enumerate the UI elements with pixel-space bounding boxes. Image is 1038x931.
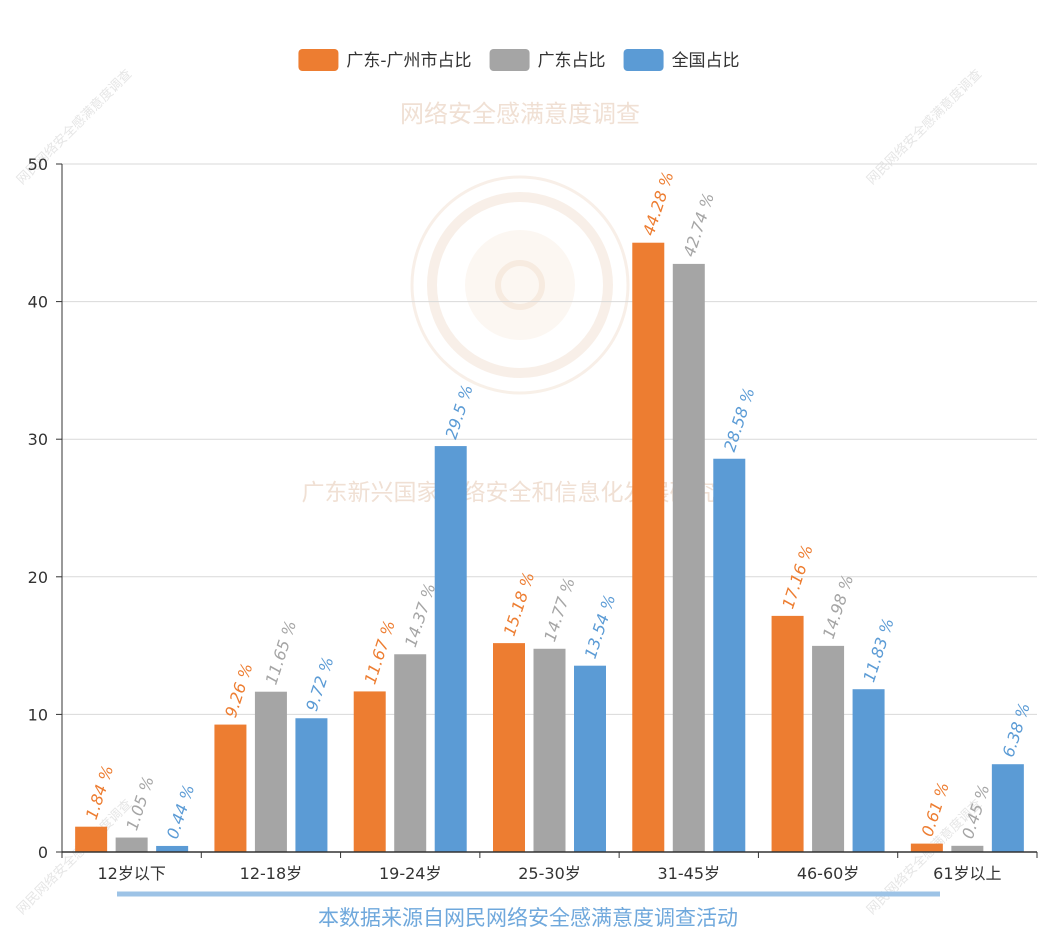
x-tick-label: 25-30岁: [518, 864, 581, 883]
legend-item[interactable]: 全国占比: [623, 49, 740, 71]
x-tick-label: 61岁以上: [933, 864, 1001, 883]
data-label: 6.38 %: [999, 700, 1034, 759]
bars-layer: [75, 242, 1024, 853]
bar: [75, 826, 108, 852]
legend-item[interactable]: 广东占比: [489, 49, 606, 71]
bar: [115, 837, 148, 852]
bar: [254, 691, 287, 852]
legend-swatch: [623, 49, 664, 71]
legend-swatch: [489, 49, 530, 71]
watermark-title: 网络安全感满意度调查: [400, 100, 640, 128]
data-label: 42.74 %: [680, 190, 718, 259]
x-tick-label: 46-60岁: [797, 864, 860, 883]
y-axis: 0 10 20 30 40 50: [28, 155, 63, 862]
bar: [156, 845, 189, 852]
y-tick-label: 0: [38, 843, 48, 862]
x-axis: 12岁以下 12-18岁 19-24岁 25-30岁 31-45岁 46-60岁 61岁以上: [61, 851, 1038, 883]
legend-swatch: [298, 49, 339, 71]
bar: [214, 724, 247, 852]
data-label: 44.28 %: [639, 169, 677, 238]
bar: [771, 615, 804, 852]
x-tick-label: 12岁以下: [97, 864, 165, 883]
footer-source-text: 本数据来源自网民网络安全感满意度调查活动: [318, 906, 738, 930]
legend: 广东-广州市占比 广东占比 全国占比: [298, 49, 740, 71]
x-tick-label: 12-18岁: [240, 864, 303, 883]
bar: [910, 843, 943, 852]
data-label: 11.65 %: [262, 618, 300, 687]
legend-label: 广东占比: [538, 51, 606, 71]
data-label: 13.54 %: [581, 592, 619, 661]
data-label: 15.18 %: [500, 570, 538, 639]
footer: 本数据来源自网民网络安全感满意度调查活动: [117, 891, 940, 930]
y-tick-label: 20: [28, 568, 48, 587]
y-tick-label: 30: [28, 430, 48, 449]
data-label: 14.37 %: [401, 581, 439, 650]
bar: [295, 718, 328, 852]
watermark-seal: [410, 175, 630, 395]
bar: [493, 643, 525, 852]
corner-watermark-bottom-left: 网民网络安全感满意度调查: [14, 796, 136, 918]
data-label: 0.44 %: [163, 782, 198, 841]
bar: [951, 845, 984, 852]
legend-label: 全国占比: [672, 51, 740, 71]
y-tick-label: 10: [28, 705, 48, 724]
bar: [353, 691, 386, 852]
data-label: 9.26 %: [221, 661, 256, 720]
bar: [852, 689, 885, 852]
bar: [632, 242, 665, 852]
bar: [574, 665, 606, 852]
bar: [533, 648, 566, 852]
data-label: 11.67 %: [360, 618, 398, 687]
bar: [812, 645, 845, 852]
bar: [394, 654, 427, 852]
data-label: 14.98 %: [819, 572, 857, 641]
data-label: 11.83 %: [859, 616, 897, 685]
bar: [713, 458, 746, 852]
x-tick-label: 19-24岁: [379, 864, 442, 883]
bar: [434, 446, 467, 852]
data-label: 28.58 %: [720, 385, 758, 454]
data-label: 29.5 %: [441, 382, 476, 441]
legend-item[interactable]: 广东-广州市占比: [298, 49, 472, 71]
y-tick-label: 40: [28, 293, 48, 312]
data-label: 9.72 %: [302, 654, 337, 713]
corner-watermark-top-right: 网民网络安全感满意度调查: [864, 66, 986, 188]
legend-label: 广东-广州市占比: [346, 51, 471, 71]
data-label: 14.77 %: [540, 575, 578, 644]
y-tick-label: 50: [28, 155, 48, 174]
bar: [991, 764, 1024, 852]
x-tick-label: 31-45岁: [658, 864, 721, 883]
watermark-institute: 广东新兴国家网络安全和信息化发展研究院: [302, 480, 739, 506]
bar: [672, 263, 705, 853]
